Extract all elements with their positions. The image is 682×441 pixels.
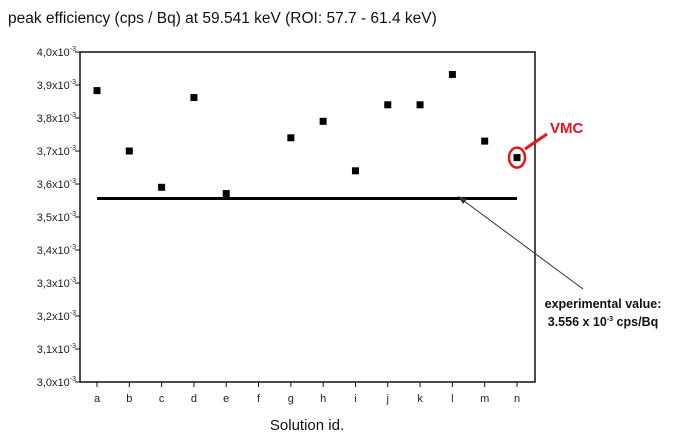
x-tick-label: i [354,393,356,405]
y-tick-label: 3,9x10-3 [37,79,76,92]
data-point-c [158,183,166,191]
data-point-b [125,147,133,155]
x-tick-label: d [191,393,197,405]
data-point-e [222,190,230,198]
experimental-value-label: experimental value: [545,297,662,311]
x-tick-label: g [288,393,294,405]
x-tick-label: a [94,393,101,405]
y-tick-label: 3,6x10-3 [37,178,76,191]
vmc-label: VMC [550,120,584,137]
data-point-i [351,167,359,175]
chart-title: peak efficiency (cps / Bq) at 59.541 keV… [8,10,437,27]
x-tick-label: e [223,393,229,405]
x-tick-label: f [257,393,261,405]
x-tick-label: c [159,393,165,405]
y-tick-label: 3,4x10-3 [37,244,76,257]
annotation-arrow [459,197,584,290]
y-tick-label: 3,8x10-3 [37,112,76,125]
y-tick-label: 3,3x10-3 [37,277,76,290]
x-tick-label: b [126,393,132,405]
x-tick-label: h [320,393,326,405]
vmc-pointer-line [524,132,548,151]
x-tick-label: l [451,393,453,405]
arrow-head-icon [458,196,467,204]
y-tick-label: 3,7x10-3 [37,145,76,158]
x-tick-label: k [417,393,423,405]
plot-frame [79,51,536,383]
x-axis-label: Solution id. [270,417,344,434]
y-tick-label: 4,0x10-3 [37,46,76,59]
data-point-n [513,154,521,162]
data-point-l [448,70,456,78]
data-point-m [481,137,489,145]
data-point-h [319,117,327,125]
vmc-highlight-circle [507,146,527,169]
experimental-value-number: 3.556 x 10-3 cps/Bq [548,315,658,329]
data-point-g [287,134,295,142]
y-tick-label: 3,0x10-3 [37,376,76,389]
x-tick-label: m [480,393,489,405]
y-tick-label: 3,5x10-3 [37,211,76,224]
data-point-a [93,87,101,95]
data-point-j [384,101,392,109]
data-point-k [416,101,424,109]
y-tick-label: 3,2x10-3 [37,310,76,323]
y-tick-label: 3,1x10-3 [37,343,76,356]
x-tick-label: j [386,393,389,405]
x-tick-label: n [514,393,520,405]
data-point-d [190,94,198,102]
